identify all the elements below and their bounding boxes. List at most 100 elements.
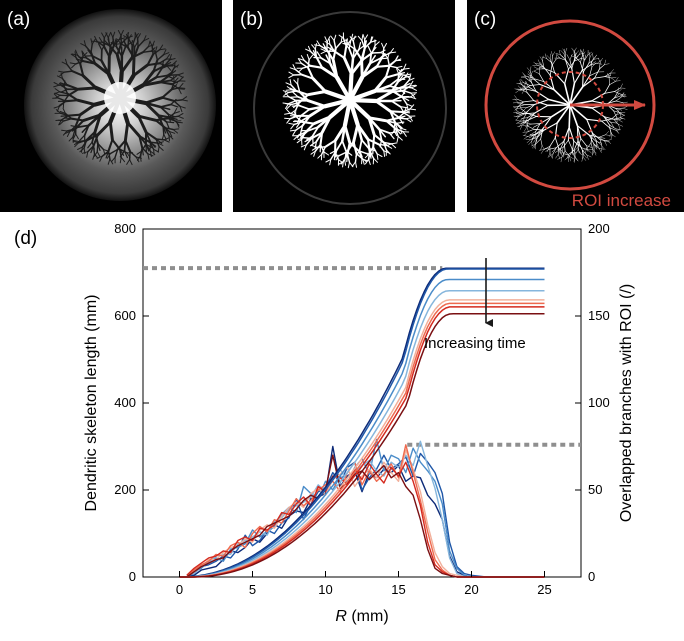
- skeleton-branch: [539, 56, 543, 61]
- dendrite-branch: [139, 155, 142, 162]
- skeleton-branch: [528, 141, 532, 145]
- dendrite-branch: [165, 74, 174, 80]
- skeleton-branch: [521, 117, 528, 119]
- dendrite-branch: [133, 46, 136, 59]
- dendrite-branch: [107, 158, 111, 165]
- dendrite-branch: [168, 130, 176, 134]
- dendrite-branch: [141, 147, 149, 155]
- dendrite-branch: [73, 139, 80, 143]
- skeleton-branch: [563, 48, 565, 54]
- y-right-tick-label: 100: [588, 395, 610, 410]
- dendrite-branch: [101, 32, 105, 39]
- dendrite-branch: [154, 51, 159, 61]
- dendrite-branch: [286, 104, 292, 110]
- skeleton-branch: [604, 141, 607, 146]
- dendrite-branch: [300, 132, 303, 140]
- skeleton-branch: [546, 146, 551, 152]
- dendrite-branch: [144, 101, 160, 117]
- skeleton-branch: [546, 58, 553, 64]
- skeleton-branch: [582, 77, 596, 88]
- dendrite-branch: [395, 58, 402, 62]
- skeleton-branch: [604, 84, 610, 94]
- dendrite-branch: [341, 124, 347, 143]
- skeleton-branch: [573, 146, 579, 152]
- length-curve: [179, 290, 545, 578]
- skeleton-branch: [604, 63, 610, 65]
- skeleton-branch: [555, 54, 557, 60]
- dendrite-branch: [64, 130, 71, 135]
- dendrite-branch: [74, 142, 80, 148]
- length-curve: [179, 278, 545, 578]
- skeleton-branch: [564, 68, 570, 85]
- skeleton-branch: [517, 114, 522, 118]
- dendrite-branch: [307, 126, 320, 132]
- dendrite-branch: [178, 88, 182, 95]
- skeleton-branch: [571, 148, 577, 154]
- dendrite-branch: [126, 159, 131, 165]
- skeleton-branch: [555, 53, 561, 55]
- skeleton-branch: [549, 153, 554, 157]
- dendrite-branch: [350, 57, 355, 76]
- skeleton-branch: [529, 84, 541, 86]
- skeleton-branch: [532, 123, 541, 128]
- panel-c: (c) ROI increase: [467, 0, 684, 212]
- dendrite-branch: [72, 128, 76, 138]
- skeleton-branch: [562, 139, 569, 148]
- dendrite-branch: [292, 64, 297, 71]
- dendrite-branch: [387, 57, 391, 67]
- skeleton-branch: [598, 137, 606, 139]
- dendrite-branch: [171, 83, 180, 90]
- dendrite-branch: [161, 133, 165, 141]
- skeleton-branch: [518, 113, 526, 117]
- skeleton-branch: [573, 70, 583, 84]
- dendrite-branch: [138, 135, 147, 146]
- skeleton-branch: [569, 59, 573, 70]
- skeleton-branch: [519, 89, 525, 92]
- skeleton-branch: [595, 140, 599, 147]
- dendrite-branch: [55, 119, 62, 122]
- dendrite-branch: [286, 118, 291, 124]
- dendrite-branch: [378, 128, 387, 138]
- skeleton-branch: [516, 113, 522, 115]
- dendrite-branch: [314, 43, 318, 50]
- skeleton-branch: [536, 129, 545, 138]
- dendrite-branch: [341, 140, 347, 152]
- skeleton-branch: [532, 144, 536, 149]
- dendrite-branch: [93, 113, 102, 134]
- skeleton-branch: [539, 66, 546, 70]
- skeleton-branch: [611, 77, 617, 79]
- dendrite-branch: [158, 146, 164, 151]
- skeleton-branch: [574, 149, 579, 156]
- dendrite-branch: [143, 35, 147, 42]
- skeleton-branch: [539, 63, 546, 70]
- dendrite-branch: [163, 52, 170, 56]
- skeleton-branch: [601, 118, 612, 122]
- dendrite-branch: [54, 92, 61, 96]
- dendrite-branch: [157, 146, 160, 153]
- skeleton-branch: [615, 80, 621, 82]
- skeleton-branch: [574, 157, 576, 163]
- skeleton-branch: [604, 75, 611, 77]
- dendrite-branch: [153, 148, 155, 156]
- dendrite-branch: [404, 73, 412, 76]
- dendrite-branch: [329, 158, 332, 166]
- skeleton-branch: [564, 59, 569, 70]
- dendrite-branch: [179, 105, 186, 109]
- skeleton-branch: [525, 77, 532, 83]
- x-axis-ticks: 0 5 10 15 20 25: [176, 571, 552, 597]
- dendrite-branch: [328, 62, 339, 79]
- skeleton-branch: [530, 123, 541, 125]
- skeleton-branch: [618, 124, 621, 130]
- skeleton-branch: [573, 140, 582, 149]
- skeleton-branch: [569, 156, 571, 162]
- dendrite-branch: [101, 150, 110, 158]
- dendrite-branch: [373, 76, 388, 93]
- dendrite-branch: [96, 155, 103, 159]
- dendrite-branch: [153, 148, 160, 153]
- skeleton-branch: [533, 100, 549, 106]
- skeleton-branch: [615, 96, 622, 102]
- dendrite-branch: [181, 96, 188, 101]
- skeleton-branch: [547, 98, 571, 106]
- dendrite-branch: [76, 54, 85, 62]
- skeleton-branch: [598, 134, 606, 138]
